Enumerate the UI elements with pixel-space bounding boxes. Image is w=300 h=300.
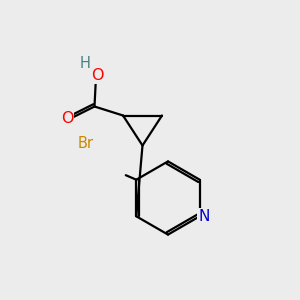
Text: N: N bbox=[199, 209, 210, 224]
Text: Br: Br bbox=[77, 136, 94, 151]
Text: H: H bbox=[79, 56, 90, 70]
Text: O: O bbox=[61, 111, 73, 126]
Text: O: O bbox=[91, 68, 104, 82]
